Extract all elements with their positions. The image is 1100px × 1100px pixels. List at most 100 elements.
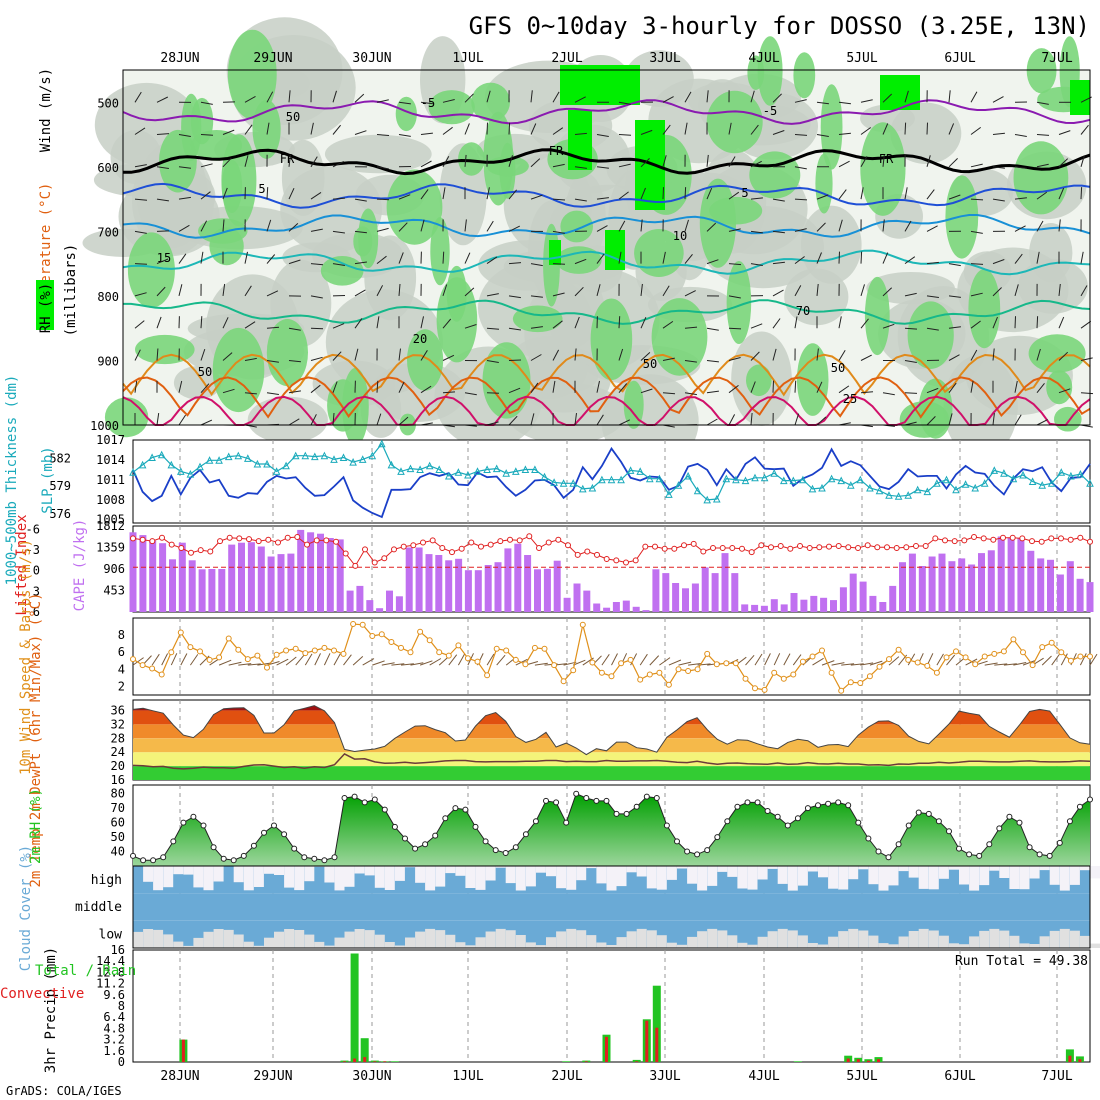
wind-barb: [420, 385, 432, 394]
wind-barb: [178, 166, 191, 169]
lifted-index-line-marker: [1009, 534, 1016, 541]
wind-barb: [552, 349, 560, 361]
wind-barb: [574, 132, 587, 135]
rh-line-marker: [402, 835, 408, 842]
wind-barb: [310, 295, 323, 299]
cape-bar: [139, 535, 147, 612]
wind-barb: [838, 316, 842, 329]
precip-total-bar: [793, 1061, 802, 1062]
wind-barb-10m: [668, 659, 682, 666]
lifted-index-line-marker: [758, 542, 765, 549]
lifted-index-line-marker: [449, 549, 455, 556]
rh-line-marker: [623, 810, 630, 817]
wind-barb: [684, 91, 692, 103]
cloud-clear-high: [143, 866, 154, 882]
cape-bar: [455, 558, 463, 612]
lifted-index-line-marker: [371, 559, 378, 566]
wind-speed-line-marker: [1029, 662, 1036, 669]
rh-line-marker: [492, 847, 499, 854]
wind-barb: [134, 127, 146, 135]
pressure-tick-label: 900: [97, 354, 119, 368]
wind-barb: [970, 163, 983, 168]
rh-humid-area: [706, 90, 763, 154]
cloud-clear-low: [858, 930, 869, 948]
wind-axis-label: 10m Wind Speed & Barbs (m/s): [18, 539, 34, 775]
isotherm-line: [122, 395, 1091, 427]
wind-barb: [596, 253, 605, 264]
wind-barb: [156, 258, 169, 265]
wind-speed-line-marker: [1020, 649, 1026, 656]
rh-humid-area: [386, 169, 443, 245]
thickness-tick-label: 582: [49, 451, 71, 465]
lifted-tick-label: 6: [33, 605, 40, 619]
rh-tick-label: 60: [111, 816, 125, 830]
cape-bar: [159, 543, 167, 612]
wind-barb: [684, 187, 687, 200]
wind-barb-10m: [601, 654, 610, 666]
wind-barb: [992, 96, 1004, 103]
rh-tick-label: 50: [111, 830, 125, 844]
wind-speed-line-marker: [158, 671, 165, 678]
wind-speed-line-marker: [1010, 636, 1017, 643]
wind-speed-line-marker: [962, 654, 969, 661]
wind-barb: [882, 323, 895, 329]
wind-barb: [398, 222, 408, 232]
wind-barb: [1058, 351, 1069, 361]
lifted-index-line-marker: [777, 543, 784, 549]
cloud-clear-high: [586, 866, 597, 869]
cloud-clear-low: [546, 937, 556, 948]
wind-barb: [794, 316, 798, 329]
cloud-clear-high: [576, 866, 587, 881]
cloud-clear-high: [838, 866, 849, 890]
wind-barb: [332, 230, 345, 234]
wind-barb: [530, 263, 543, 267]
wind-barb-10m: [534, 662, 548, 666]
thickness-line-marker: [416, 465, 424, 473]
wind-barb: [860, 354, 872, 361]
cloud-clear-high: [717, 866, 728, 872]
thickness-line-marker: [674, 481, 683, 489]
wind-speed-line-marker: [656, 669, 663, 676]
temp-color-band: [133, 766, 1090, 780]
lifted-index-line-marker: [835, 543, 842, 549]
wind-barb: [816, 252, 822, 264]
wind-speed-line-marker: [866, 673, 873, 680]
lifted-index-line-marker: [874, 544, 881, 551]
temp-tick-label: 32: [111, 717, 125, 731]
thickness-line-marker: [377, 439, 386, 448]
rh-line-marker: [925, 810, 932, 817]
contour-label: -5: [763, 104, 777, 118]
lifted-tick-label: -6: [26, 522, 40, 536]
wind-barb: [794, 99, 807, 103]
rh-humid-area: [395, 96, 417, 132]
wind-barb: [838, 219, 843, 232]
wind-barb: [508, 262, 522, 265]
thickness-line-marker: [779, 476, 788, 485]
rh-line-marker: [1076, 803, 1083, 810]
cloud-clear-high: [1069, 866, 1080, 885]
wind-barb: [354, 289, 366, 297]
rh-line-marker: [885, 854, 892, 861]
wind-barb: [574, 286, 584, 297]
wind-barb: [750, 124, 759, 135]
thickness-line-marker: [827, 474, 836, 483]
wind-barb-10m: [170, 653, 178, 666]
rh-line-marker: [140, 857, 147, 864]
wind-barb: [288, 154, 291, 167]
wind-barb-10m: [132, 657, 144, 666]
wind-barb: [926, 416, 936, 426]
cloud-clear-low: [666, 942, 677, 948]
wind-barb-10m: [841, 663, 855, 666]
cape-bar: [287, 553, 295, 612]
wind-barb: [882, 93, 893, 103]
rh-line-marker: [956, 845, 962, 852]
precip-convective-bar: [181, 1039, 185, 1062]
wind-speed-line-marker: [819, 647, 825, 654]
thickness-line-marker: [904, 491, 913, 499]
wind-barb: [596, 166, 609, 169]
thickness-line-marker: [339, 453, 348, 461]
wind-barb: [838, 132, 851, 135]
wind-barb: [288, 327, 301, 331]
rh-line-marker: [553, 799, 560, 806]
